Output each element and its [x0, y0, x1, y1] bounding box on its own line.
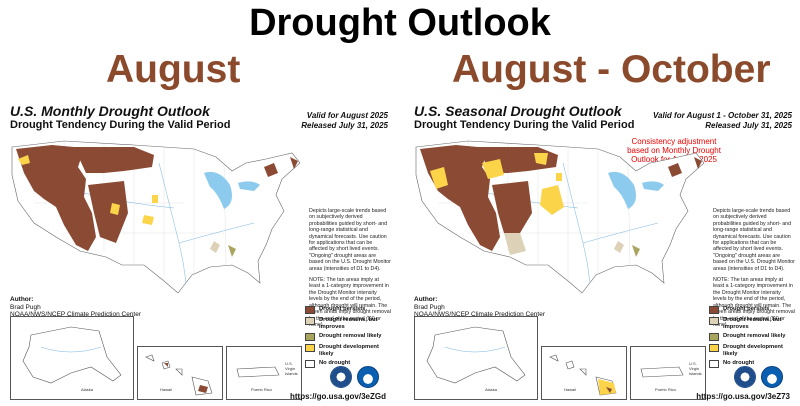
legend-label-improves: Drought remains, but improves: [723, 317, 782, 330]
development-swatch: [305, 344, 315, 352]
release-date: Released July 31, 2025: [705, 121, 792, 130]
legend-item-development: Drought development likely: [305, 344, 391, 357]
description-paragraph: Depicts large-scale trends based on subj…: [309, 208, 391, 272]
none-swatch: [305, 360, 315, 368]
legend-item-improves: Drought remains, but improves: [305, 317, 391, 330]
persists-swatch: [709, 306, 719, 314]
development-swatch: [709, 344, 719, 352]
hawaii-label: Hawaii: [160, 387, 173, 392]
description-note: NOTE: The tan areas imply at least a 1-c…: [309, 277, 391, 328]
product-url[interactable]: https://go.usa.gov/3eZGd: [289, 392, 386, 401]
alaska-map: [426, 326, 526, 384]
legend-item-development: Drought development likely: [709, 344, 795, 357]
legend-item-persists: Drought persists: [305, 306, 391, 314]
improves-swatch: [709, 317, 719, 325]
valid-period: Valid for August 1 - October 31, 2025 Re…: [653, 111, 792, 131]
panel-subtitle: Drought Tendency During the Valid Period: [414, 119, 635, 131]
main-title: Drought Outlook: [249, 2, 551, 44]
removal-swatch: [305, 333, 315, 341]
outlook-description: Depicts large-scale trends based on subj…: [713, 208, 795, 328]
alaska-inset: Alaska: [414, 316, 538, 400]
author-heading: Author:: [414, 296, 438, 303]
release-date: Released July 31, 2025: [301, 121, 388, 130]
author-heading: Author:: [10, 296, 34, 303]
hawaii-inset: Hawaii: [541, 346, 627, 400]
hawaii-label: Hawaii: [564, 387, 577, 392]
panel-title: U.S. Seasonal Drought Outlook: [414, 103, 622, 119]
product-url[interactable]: https://go.usa.gov/3eZ73: [696, 392, 790, 401]
right-heading: August - October: [452, 48, 771, 91]
description-note: NOTE: The tan areas imply at least a 1-c…: [713, 277, 795, 328]
legend-item-improves: Drought remains, but improves: [709, 317, 795, 330]
improves-swatch: [305, 317, 315, 325]
puerto-rico-inset: Puerto Rico U.S. Virgin Islands: [630, 346, 706, 400]
author-block: Author: Brad Pugh NOAA/NWS/NCEP Climate …: [10, 296, 141, 319]
hawaii-map: [549, 354, 617, 396]
author-org: NOAA/NWS/NCEP Climate Prediction Center: [10, 311, 142, 318]
hawaii-inset: Hawaii: [137, 346, 223, 400]
valid-period: Valid for August 2025 Released July 31, …: [301, 111, 388, 131]
virgin-islands-label: U.S. Virgin Islands: [285, 361, 298, 376]
author-org: NOAA/NWS/NCEP Climate Prediction Center: [414, 311, 546, 318]
commerce-seal-icon: [734, 366, 756, 388]
alaska-label: Alaska: [81, 387, 94, 392]
puerto-rico-label: Puerto Rico: [655, 387, 676, 392]
hawaii-map: [145, 354, 213, 396]
removal-swatch: [709, 333, 719, 341]
valid-date: Valid for August 2025: [306, 111, 388, 120]
outlook-description: Depicts large-scale trends based on subj…: [309, 208, 391, 328]
alaska-map: [22, 326, 122, 384]
puerto-rico-label: Puerto Rico: [251, 387, 272, 392]
legend-item-removal: Drought removal likely: [709, 333, 795, 341]
legend: Drought persists Drought remains, but im…: [305, 306, 391, 371]
legend-label-development: Drought development likely: [723, 344, 783, 357]
conus-drought-map: [11, 140, 301, 294]
commerce-seal-icon: [330, 366, 352, 388]
legend-item-removal: Drought removal likely: [305, 333, 391, 341]
noaa-logo-icon: [761, 366, 783, 388]
legend-label-none: No drought: [319, 360, 351, 366]
noaa-logo-icon: [357, 366, 379, 388]
virgin-islands-label: U.S. Virgin Islands: [689, 361, 702, 376]
persists-swatch: [305, 306, 315, 314]
description-paragraph: Depicts large-scale trends based on subj…: [713, 208, 795, 272]
author-block: Author: Brad Pugh NOAA/NWS/NCEP Climate …: [414, 296, 545, 319]
monthly-outlook-panel: U.S. Monthly Drought Outlook Drought Ten…: [4, 103, 392, 403]
legend-label-persists: Drought persists: [319, 306, 366, 312]
puerto-rico-map: [236, 366, 280, 378]
panel-subtitle: Drought Tendency During the Valid Period: [10, 119, 231, 131]
legend-label-persists: Drought persists: [723, 306, 770, 312]
puerto-rico-map: [640, 366, 684, 378]
puerto-rico-inset: Puerto Rico U.S. Virgin Islands: [226, 346, 302, 400]
author-name: Brad Pugh: [10, 303, 41, 311]
legend-label-none: No drought: [723, 360, 755, 366]
left-heading: August: [106, 48, 241, 91]
valid-date: Valid for August 1 - October 31, 2025: [653, 111, 792, 120]
alaska-inset: Alaska: [10, 316, 134, 400]
legend-label-development: Drought development likely: [319, 344, 379, 357]
legend-label-removal: Drought removal likely: [723, 333, 786, 339]
seasonal-outlook-panel: U.S. Seasonal Drought Outlook Drought Te…: [408, 103, 796, 403]
legend-label-improves: Drought remains, but improves: [319, 317, 378, 330]
legend-label-removal: Drought removal likely: [319, 333, 382, 339]
panel-title: U.S. Monthly Drought Outlook: [10, 103, 210, 119]
none-swatch: [709, 360, 719, 368]
legend-item-none: No drought: [709, 360, 795, 368]
alaska-label: Alaska: [485, 387, 498, 392]
legend: Drought persists Drought remains, but im…: [709, 306, 795, 371]
legend-item-persists: Drought persists: [709, 306, 795, 314]
author-name: Brad Pugh: [414, 303, 445, 311]
conus-drought-map: [415, 140, 705, 294]
legend-item-none: No drought: [305, 360, 391, 368]
